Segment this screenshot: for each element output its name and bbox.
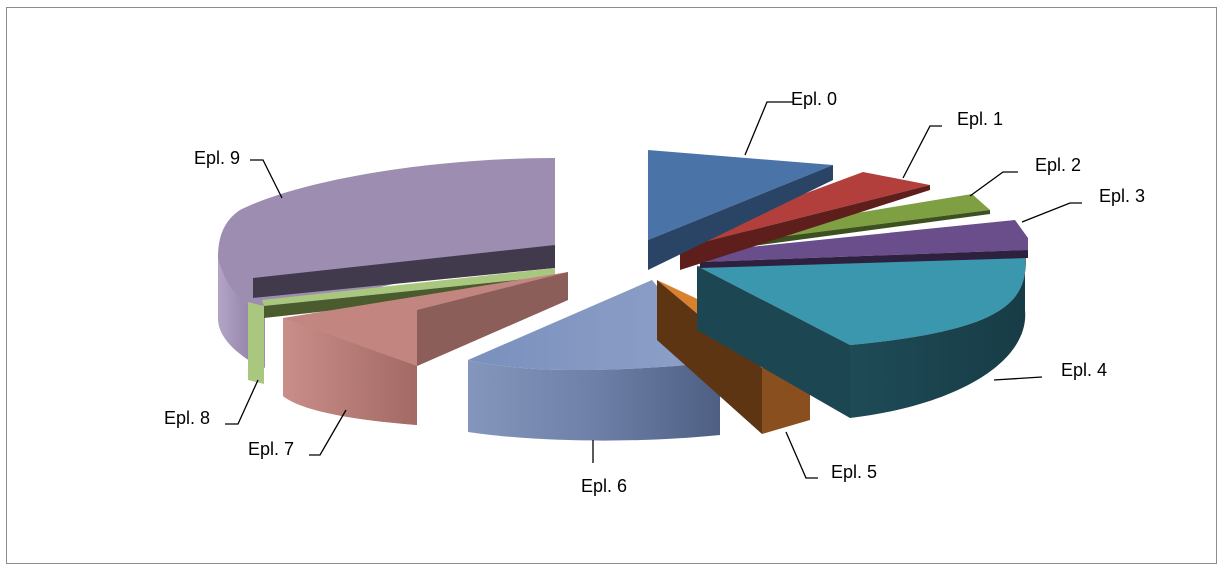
leader-line-epl-1 (902, 125, 942, 179)
leader-line-epl-9 (250, 159, 283, 199)
slice-epl-0-face (648, 165, 833, 270)
label-epl-2: Epl. 2 (1035, 155, 1081, 175)
leader-line-epl-2 (969, 171, 1018, 197)
slice-epl-0-top (648, 150, 833, 240)
label-epl-0: Epl. 0 (791, 89, 837, 109)
slice-epl-2-face (693, 210, 990, 254)
slice-epl-4-side (850, 250, 1026, 418)
label-epl-1: Epl. 1 (957, 109, 1003, 129)
slice-epl-5-face (657, 280, 762, 434)
label-epl-7: Epl. 7 (248, 439, 294, 459)
leader-line-epl-5 (785, 431, 818, 479)
slice-epl-3-face (700, 250, 1028, 268)
label-epl-4: Epl. 4 (1061, 360, 1107, 380)
label-epl-9: Epl. 9 (194, 148, 240, 168)
slice-epl-9-top (218, 158, 555, 368)
label-epl-6: Epl. 6 (581, 476, 627, 496)
leader-line-epl-4 (993, 376, 1043, 381)
leader-line-epl-3 (1021, 202, 1082, 223)
slice-epl-6-side (468, 360, 720, 441)
label-epl-3: Epl. 3 (1099, 186, 1145, 206)
slice-epl-7-face (417, 272, 568, 366)
label-epl-8: Epl. 8 (164, 408, 210, 428)
leader-line-epl-7 (309, 409, 347, 456)
slice-epl-7-side (283, 318, 417, 425)
label-epl-5: Epl. 5 (831, 462, 877, 482)
leader-line-epl-0 (744, 101, 793, 156)
slice-epl-9-face (253, 245, 555, 298)
slice-epl-8-side (248, 302, 264, 384)
slice-epl-8-top (262, 268, 555, 306)
slice-epl-4-face (697, 266, 850, 418)
slice-epl-4-top (697, 250, 1026, 345)
slice-epl-1-top (680, 172, 930, 248)
leader-line-epl-8 (225, 379, 259, 425)
slice-epl-1-face (680, 185, 930, 270)
slice-epl-3-top (700, 220, 1028, 262)
